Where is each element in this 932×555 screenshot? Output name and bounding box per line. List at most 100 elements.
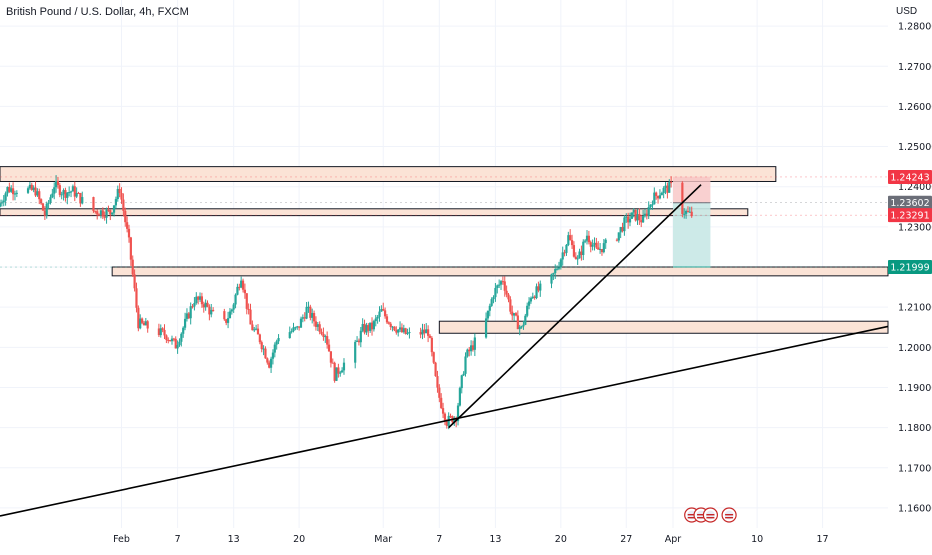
candle-body xyxy=(441,408,445,414)
candle-body xyxy=(107,209,110,211)
candle-body xyxy=(197,296,200,300)
candle-body xyxy=(126,222,129,229)
candle-body xyxy=(357,340,361,343)
candle-body xyxy=(71,186,75,192)
candle-body xyxy=(531,296,534,299)
candle-body xyxy=(406,332,409,334)
price-badge xyxy=(888,208,932,223)
candle-body xyxy=(161,328,164,330)
candle-body xyxy=(294,327,297,329)
candle-body xyxy=(628,218,632,223)
candle-body xyxy=(303,317,306,319)
x-tick-label: 20 xyxy=(293,534,305,545)
candle-body xyxy=(640,220,643,223)
candle-body xyxy=(666,185,669,193)
candle-body xyxy=(288,332,291,339)
currency-label[interactable]: USD xyxy=(896,6,918,17)
candle-body xyxy=(251,324,254,331)
candle-body xyxy=(54,181,58,188)
candle-body xyxy=(378,311,381,317)
candle-body xyxy=(591,244,594,247)
candle-body xyxy=(182,327,185,334)
candle-body xyxy=(565,244,568,253)
candle-body xyxy=(486,310,490,319)
candle-body xyxy=(402,328,405,333)
x-tick-label: Apr xyxy=(665,534,682,545)
candle-body xyxy=(320,331,323,334)
chart-title: British Pound / U.S. Dollar, 4h, FXCM xyxy=(6,6,189,18)
candle-body xyxy=(314,321,318,327)
candle-body xyxy=(0,203,2,207)
y-tick-label: 1.19000 xyxy=(898,383,932,394)
candle-body xyxy=(13,193,17,195)
candle-body xyxy=(0,202,3,204)
x-tick-label: Mar xyxy=(374,534,392,545)
candle-body xyxy=(641,216,645,223)
candle-body xyxy=(333,362,336,381)
candle-body xyxy=(638,214,641,221)
candle-body xyxy=(101,210,104,217)
candle-body xyxy=(180,333,183,342)
y-tick-label: 1.27000 xyxy=(898,62,932,73)
candle-body xyxy=(462,373,465,376)
candle-body xyxy=(135,288,138,308)
candle-body xyxy=(503,281,506,291)
candle-body xyxy=(365,325,368,333)
candle-body xyxy=(599,248,602,250)
y-tick-label: 1.17000 xyxy=(898,463,932,474)
candle-body xyxy=(170,338,174,342)
price-badge xyxy=(888,195,932,210)
candle-body xyxy=(522,324,525,327)
candle-body xyxy=(494,287,497,298)
x-tick-label: 7 xyxy=(175,534,181,545)
candle-body xyxy=(105,209,108,218)
candle-body xyxy=(139,318,142,329)
candle-body xyxy=(625,216,628,218)
candle-body xyxy=(225,319,228,323)
candle-body xyxy=(619,227,622,233)
candle-body xyxy=(116,188,119,200)
candle-body xyxy=(127,228,131,238)
candle-body xyxy=(331,362,334,364)
candle-body xyxy=(34,187,37,196)
candle-body xyxy=(471,345,475,350)
candle-body xyxy=(60,194,63,196)
candle-body xyxy=(137,307,140,329)
candle-body xyxy=(165,335,168,340)
candle-body xyxy=(92,197,95,212)
candle-body xyxy=(445,421,448,426)
candle-body xyxy=(223,311,226,320)
candle-body xyxy=(587,235,590,243)
candle-body xyxy=(307,306,310,308)
candle-body xyxy=(428,335,432,338)
candle-body xyxy=(400,327,404,333)
candle-body xyxy=(301,317,304,319)
candle-body xyxy=(202,304,205,308)
candle-body xyxy=(660,193,663,196)
candle-body xyxy=(241,280,245,290)
candle-body xyxy=(604,239,607,244)
candle-body xyxy=(385,316,389,323)
candle-body xyxy=(324,336,327,338)
candle-body xyxy=(228,311,232,319)
candle-body xyxy=(189,306,192,319)
candle-body xyxy=(163,329,166,336)
candle-body xyxy=(602,243,605,253)
candle-body xyxy=(404,328,407,334)
candle-body xyxy=(124,210,127,223)
candle-body xyxy=(690,211,693,217)
candle-body xyxy=(73,186,76,197)
y-tick-label: 1.18000 xyxy=(898,423,932,434)
candle-body xyxy=(421,329,424,335)
candle-body xyxy=(81,197,84,204)
candle-body xyxy=(427,329,430,336)
event-layer xyxy=(684,507,737,523)
candle-body xyxy=(176,345,179,349)
candle-body xyxy=(440,397,443,409)
economic-event-icon-stripe xyxy=(687,517,696,519)
candle-body xyxy=(397,329,400,333)
x-tick-label: 13 xyxy=(489,534,501,545)
candle-body xyxy=(28,184,32,189)
